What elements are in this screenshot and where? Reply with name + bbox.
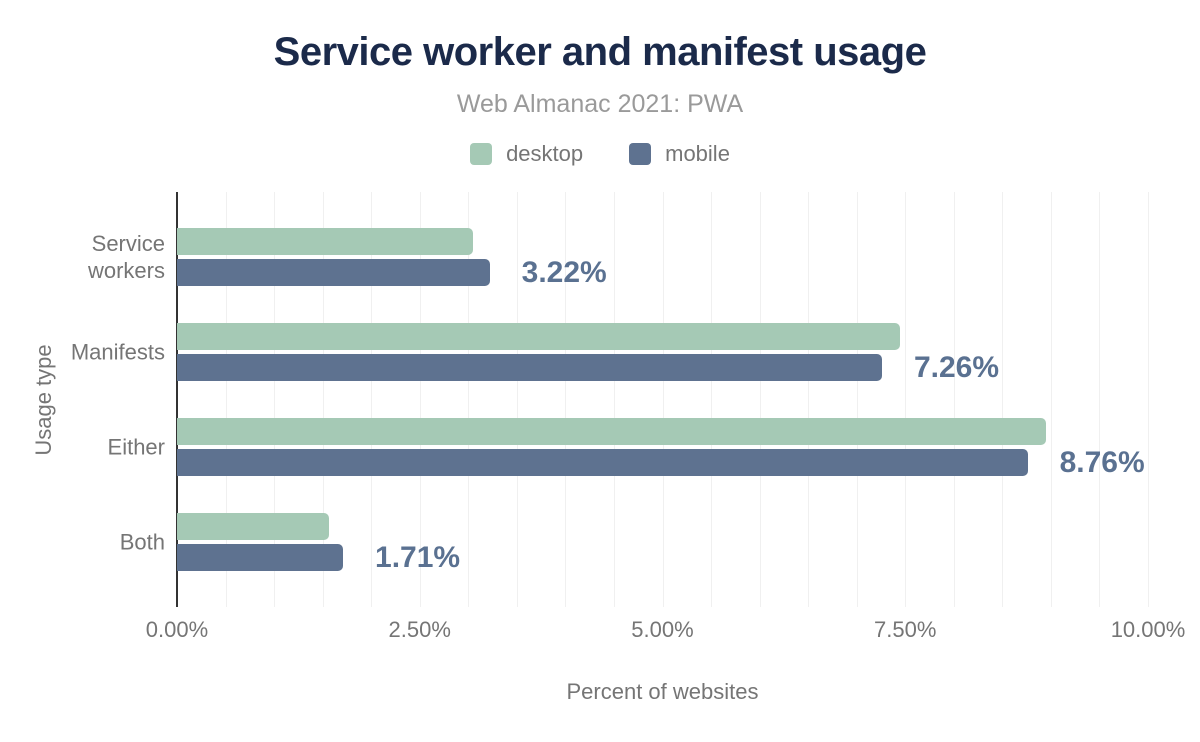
x-tick-1000: 10.00% — [1110, 617, 1186, 642]
data-label-manifests: 7.26% — [913, 350, 1000, 384]
gridline — [274, 192, 276, 607]
data-label-either: 8.76% — [1059, 445, 1145, 479]
y-axis-line — [176, 192, 178, 607]
x-tick-500: 5.00% — [631, 617, 694, 642]
gridline — [322, 192, 324, 607]
gridline — [905, 192, 907, 607]
gridline — [856, 192, 858, 607]
category-label-service-workers: Service workers — [87, 231, 165, 283]
gridline — [662, 192, 664, 607]
gridline — [1148, 192, 1149, 607]
gridline — [1050, 192, 1052, 607]
legend-swatch-desktop — [470, 143, 493, 165]
legend-swatch-mobile — [629, 143, 652, 165]
legend: desktop mobile — [0, 141, 1200, 167]
gridline — [516, 192, 518, 607]
gridline — [1099, 192, 1101, 607]
bar-mobile-service-workers[interactable] — [177, 259, 490, 286]
bar-desktop-manifests[interactable] — [177, 323, 901, 350]
legend-item-desktop[interactable]: desktop — [470, 141, 583, 167]
x-axis-title: Percent of websites — [566, 679, 759, 704]
x-tick-000: 0.00% — [145, 617, 209, 642]
gridline — [371, 192, 373, 607]
bar-mobile-manifests[interactable] — [177, 354, 882, 381]
bar-mobile-both[interactable] — [177, 544, 344, 571]
gridline — [808, 192, 810, 607]
legend-label-desktop: desktop — [506, 141, 584, 166]
category-label-either: Either — [107, 434, 165, 460]
chart-title: Service worker and manifest usage — [273, 30, 927, 74]
category-label-manifests: Manifests — [70, 339, 165, 365]
legend-item-mobile[interactable]: mobile — [629, 141, 730, 167]
gridline — [468, 192, 470, 607]
gridline — [711, 192, 713, 607]
data-label-service-workers: 3.22% — [521, 255, 607, 289]
gridline — [613, 192, 615, 607]
gridline — [225, 192, 227, 607]
chart-subtitle: Web Almanac 2021: PWA — [456, 90, 744, 118]
bar-desktop-service-workers[interactable] — [177, 228, 474, 255]
gridline — [759, 192, 761, 607]
plot-area: 3.22% 7.26% 8.76% 1.71% — [176, 192, 1149, 607]
data-label-both: 1.71% — [375, 540, 461, 574]
x-tick-750: 7.50% — [874, 617, 937, 642]
gridline — [1002, 192, 1004, 607]
bar-desktop-either[interactable] — [177, 418, 1047, 445]
gridline — [419, 192, 421, 607]
bar-mobile-either[interactable] — [177, 449, 1028, 476]
gridline — [565, 192, 567, 607]
x-tick-250: 2.50% — [388, 617, 451, 642]
bar-desktop-both[interactable] — [177, 513, 330, 540]
category-label-both: Both — [119, 529, 165, 555]
gridline — [953, 192, 955, 607]
legend-label-mobile: mobile — [665, 141, 730, 166]
